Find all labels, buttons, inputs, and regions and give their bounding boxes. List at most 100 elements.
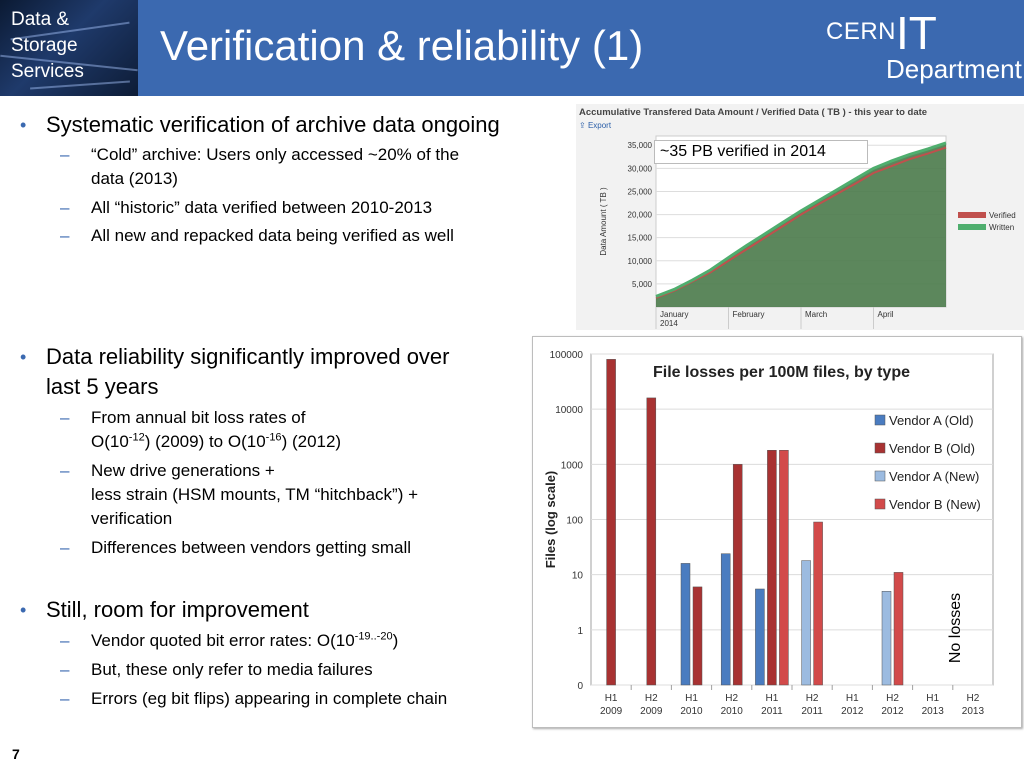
y-tick-label: 30,000 <box>628 164 653 173</box>
section-badge-line: Services <box>11 61 84 82</box>
sub-bullet-text: Vendor quoted bit error rates: O(10-19..… <box>91 629 398 653</box>
file-losses-chart: 100000 10000 1000 100 10 1 0 Files (log scale) F… <box>532 336 1022 728</box>
legend-swatch <box>958 224 986 230</box>
superscript: -19..-20 <box>354 630 393 643</box>
sub-bullet-text: New drive generations + <box>91 461 275 480</box>
text-part: O(10 <box>91 432 129 451</box>
y-tick-label: 20,000 <box>628 211 653 220</box>
chart-title: Accumulative Transfered Data Amount / Ve… <box>579 107 928 118</box>
bar-vendor-b-new <box>779 450 789 686</box>
superscript: -12 <box>128 431 145 444</box>
y-axis-label: Data Amount ( TB ) <box>599 187 608 256</box>
text-part: ) <box>392 631 399 650</box>
x-tick-label: 2010 <box>680 706 703 717</box>
legend-swatch <box>874 470 886 482</box>
area-fill <box>656 142 946 307</box>
x-tick-label: 2011 <box>801 706 823 717</box>
y-tick-label: 1000 <box>561 460 584 471</box>
bar-vendor-a-new <box>801 560 811 686</box>
legend-swatch <box>874 498 886 510</box>
no-losses-annotation: No losses <box>944 590 968 666</box>
x-tick-label: 2012 <box>881 706 904 717</box>
no-losses-text: No losses <box>947 592 964 664</box>
x-tick-label: H2 <box>645 693 658 704</box>
section-badge-line: Data & <box>11 9 70 30</box>
legend-label: Vendor A (Old) <box>889 413 974 428</box>
text-part: Vendor quoted bit error rates: O(10 <box>91 631 355 650</box>
x-tick-label: H2 <box>967 693 980 704</box>
dash-marker: – <box>60 660 70 679</box>
export-label: Export <box>587 121 612 130</box>
x-tick-label: January <box>660 310 688 319</box>
y-tick-label: 35,000 <box>628 141 653 150</box>
sub-bullet-text: Errors (eg bit flips) appearing in compl… <box>91 689 448 708</box>
sub-bullet-text: But, these only refer to media failures <box>91 660 373 679</box>
dash-marker: – <box>60 226 70 245</box>
dash-marker: – <box>60 145 70 164</box>
x-tick-label: H2 <box>806 693 819 704</box>
sub-bullet-text: From annual bit loss rates of <box>91 408 306 427</box>
y-tick-label: 1 <box>577 626 583 637</box>
verified-data-chart: Accumulative Transfered Data Amount / Ve… <box>576 104 1024 330</box>
bullet-marker: • <box>20 600 27 620</box>
legend-label: Vendor A (New) <box>889 469 979 484</box>
dash-marker: – <box>60 538 70 557</box>
y-tick-label: 10000 <box>555 405 583 416</box>
sub-bullet-text: less strain (HSM mounts, TM “hitchback”)… <box>91 485 419 504</box>
export-link[interactable]: ⇪ Export <box>579 121 611 130</box>
x-tick-label: 2009 <box>640 706 663 717</box>
x-tick-label: H1 <box>846 693 859 704</box>
dash-marker: – <box>60 408 70 427</box>
x-tick-label: H2 <box>886 693 899 704</box>
sub-bullet-text: All new and repacked data being verified… <box>91 226 454 245</box>
x-tick-label: 2011 <box>761 706 783 717</box>
bar-vendor-b-old <box>606 359 616 686</box>
legend-label: Vendor B (Old) <box>889 441 975 456</box>
bullet-3-text: Still, room for improvement <box>46 597 309 622</box>
dash-marker: – <box>60 689 70 708</box>
bar-vendor-b-new <box>813 521 823 686</box>
area-chart-svg: 5,000 10,000 15,000 20,000 25,000 30,000 35,00… <box>599 135 1016 329</box>
export-icon: ⇪ <box>579 121 588 130</box>
logo-it-text: IT <box>896 7 937 59</box>
bar-vendor-a-old <box>680 563 691 686</box>
x-tick-label: 2009 <box>600 706 623 717</box>
y-axis-label: Files (log scale) <box>543 471 558 569</box>
x-tick-label: H1 <box>766 693 779 704</box>
logo-department-text: Department <box>886 54 1022 84</box>
bullet-2-text: Data reliability significantly improved … <box>46 344 450 369</box>
bar-vendor-a-new <box>881 591 892 686</box>
slide-header: Data & Storage Services Verification & r… <box>0 0 1024 96</box>
x-tick-label: H1 <box>685 693 698 704</box>
dash-marker: – <box>60 461 70 480</box>
cern-it-logo: CERN IT Department <box>826 7 1022 84</box>
x-tick-label: 2010 <box>721 706 744 717</box>
bar-vendor-a-old <box>755 588 765 686</box>
y-tick-label: 10 <box>572 571 584 582</box>
sub-bullet-text: “Cold” archive: Users only accessed ~20%… <box>91 145 460 164</box>
bar-vendor-b-old <box>692 586 703 686</box>
x-tick-label: H1 <box>605 693 618 704</box>
sub-bullet-text: O(10-12) (2009) to O(10-16) (2012) <box>91 430 341 454</box>
x-tick-label: 2013 <box>962 706 985 717</box>
slide-title: Verification & reliability (1) <box>160 22 644 69</box>
series-line-verified <box>655 146 947 299</box>
x-tick-label: March <box>805 310 827 319</box>
legend-label: Verified <box>989 211 1016 220</box>
y-tick-label: 5,000 <box>632 280 653 289</box>
bullet-marker: • <box>20 115 27 135</box>
bar-vendor-b-old <box>767 450 777 686</box>
superscript: -16 <box>265 431 282 444</box>
x-tick-label: 2014 <box>660 319 678 328</box>
y-tick-label: 100000 <box>550 350 584 361</box>
bar-vendor-b-new <box>893 572 904 686</box>
legend-label: Written <box>989 223 1014 232</box>
bar-vendor-b-old <box>646 397 657 686</box>
y-tick-label: 100 <box>566 516 583 527</box>
bullet-2-text: last 5 years <box>46 374 159 399</box>
legend-swatch <box>958 212 986 218</box>
bar-vendor-b-old <box>732 464 743 686</box>
verified-annotation: ~35 PB verified in 2014 <box>654 140 868 164</box>
x-tick-label: H1 <box>926 693 939 704</box>
